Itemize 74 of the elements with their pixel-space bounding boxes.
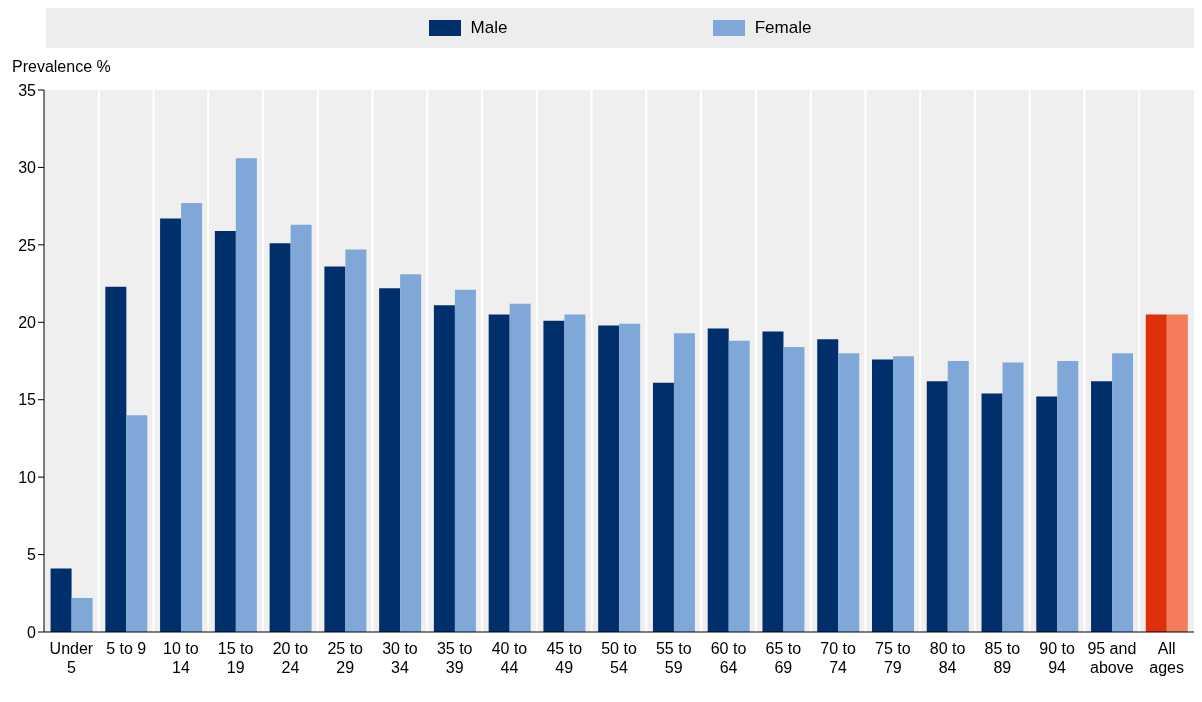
x-tick-label: 20 to 24 xyxy=(272,640,309,676)
x-tick-label: 85 to 89 xyxy=(984,640,1021,676)
bar xyxy=(454,289,476,632)
bar xyxy=(673,333,695,632)
bar xyxy=(619,323,641,632)
bar xyxy=(598,325,620,632)
bar xyxy=(433,305,455,632)
bar xyxy=(543,320,565,632)
bar xyxy=(509,303,531,632)
bar xyxy=(728,340,750,632)
bar xyxy=(783,347,805,632)
bar xyxy=(214,230,236,632)
x-tick-label: 55 to 59 xyxy=(655,640,692,676)
legend-label: Female xyxy=(754,18,812,38)
bar xyxy=(872,359,893,632)
x-tick-label: 45 to 49 xyxy=(546,640,583,676)
y-tick-label: 25 xyxy=(18,236,37,254)
bar xyxy=(290,224,312,632)
bar xyxy=(652,382,674,632)
bar xyxy=(893,356,914,632)
x-tick-label: 5 to 9 xyxy=(106,640,147,657)
bar xyxy=(564,314,586,632)
y-tick-label: 35 xyxy=(18,81,37,99)
y-axis-title: Prevalence % xyxy=(12,58,112,77)
x-tick-label: 65 to 69 xyxy=(765,640,802,676)
bar xyxy=(817,339,839,632)
bar xyxy=(379,288,401,632)
x-tick-label: Under 5 xyxy=(49,640,94,676)
x-tick-label: 70 to 74 xyxy=(820,640,856,676)
x-tick-label: 80 to 84 xyxy=(929,640,966,676)
bar xyxy=(1002,362,1024,632)
bar xyxy=(324,266,346,632)
bar xyxy=(1166,314,1188,632)
x-tick-label: 75 to 79 xyxy=(875,640,911,676)
x-tick-label: All ages xyxy=(1149,640,1184,676)
y-tick-label: 30 xyxy=(18,159,37,177)
bar xyxy=(71,597,93,632)
bar xyxy=(1091,381,1113,632)
bar xyxy=(269,243,291,632)
bar xyxy=(181,203,203,632)
bar xyxy=(1112,353,1134,632)
bar xyxy=(981,393,1003,632)
legend-label: Male xyxy=(470,18,508,38)
x-tick-label: 35 to 39 xyxy=(436,640,473,676)
y-tick-label: 5 xyxy=(27,546,37,564)
bar xyxy=(345,249,367,632)
bar xyxy=(1145,314,1167,632)
y-tick-label: 15 xyxy=(18,391,37,409)
y-tick-label: 20 xyxy=(18,313,37,331)
bar xyxy=(50,568,72,632)
bar xyxy=(126,415,148,632)
y-tick-label: 10 xyxy=(18,468,37,486)
bar xyxy=(947,361,969,632)
bar xyxy=(235,158,257,632)
x-tick-label: 10 to 14 xyxy=(163,640,199,676)
x-tick-label: 25 to 29 xyxy=(327,640,364,676)
bar xyxy=(762,331,784,632)
bar xyxy=(105,286,127,632)
x-tick-label: 50 to 54 xyxy=(601,640,637,676)
x-tick-label: 90 to 94 xyxy=(1039,640,1075,676)
bar xyxy=(1057,361,1079,632)
x-tick-label: 15 to 19 xyxy=(217,640,254,676)
bar xyxy=(160,218,182,632)
bar xyxy=(1036,396,1058,632)
bar xyxy=(707,328,729,632)
x-tick-label: 60 to 64 xyxy=(710,640,747,676)
y-tick-label: 0 xyxy=(27,623,37,641)
bar xyxy=(926,381,948,632)
x-tick-label: 30 to 34 xyxy=(382,640,418,676)
bar xyxy=(488,314,510,632)
x-tick-label: 40 to 44 xyxy=(491,640,528,676)
x-tick-label: 95 and above xyxy=(1087,640,1137,676)
bar xyxy=(400,274,422,632)
bar xyxy=(838,353,860,632)
